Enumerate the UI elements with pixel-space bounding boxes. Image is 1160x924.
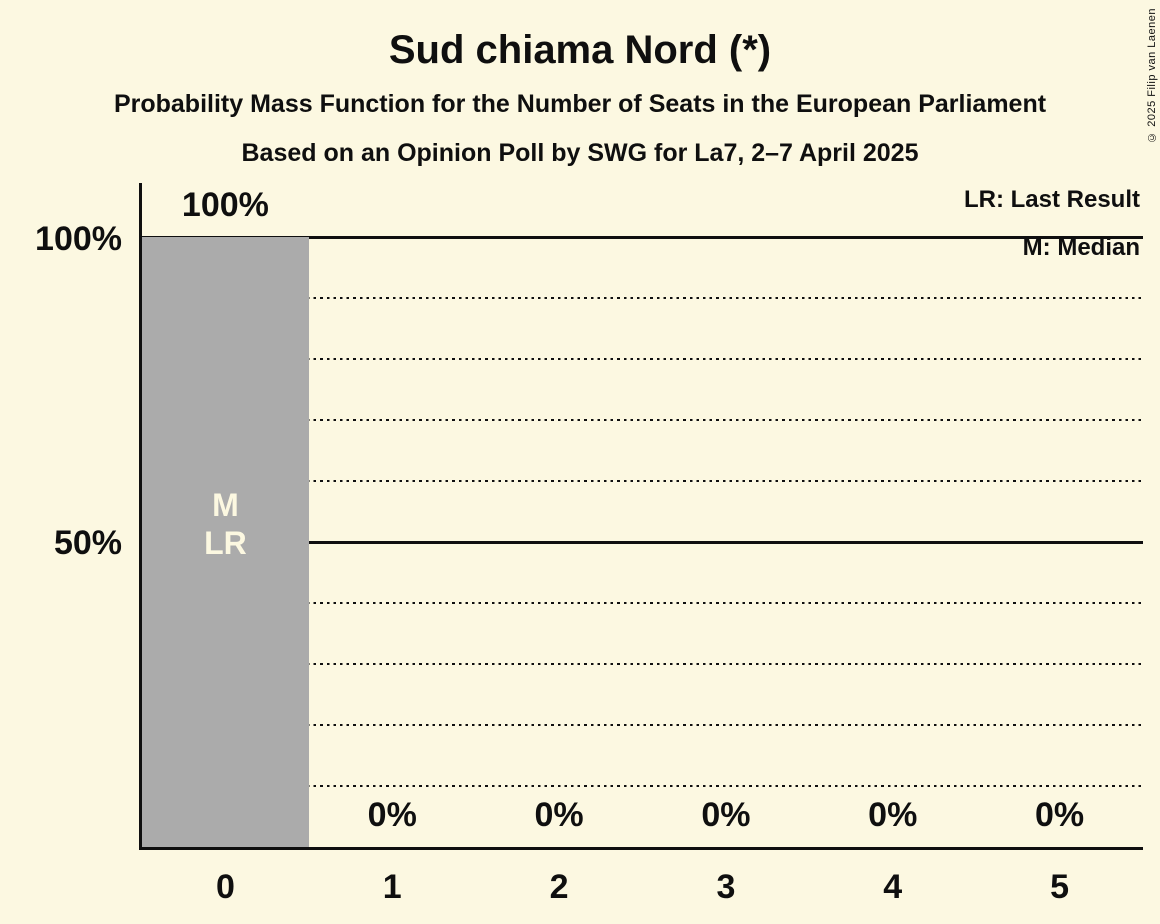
x-axis-tick-4: 4	[883, 868, 903, 906]
y-axis-tick-100: 100%	[35, 220, 122, 258]
bar-annotations: M LR	[142, 237, 309, 847]
gridline-dotted-40	[142, 601, 1143, 605]
value-label-seats-1: 0%	[367, 796, 417, 834]
bar-annotation-lr: LR	[204, 525, 247, 561]
bar-annotation-m: M	[212, 487, 239, 523]
x-axis-labels: 0 1 2 3 4 5	[142, 850, 1143, 910]
x-axis-tick-3: 3	[716, 868, 736, 906]
gridline-dotted-20	[142, 723, 1143, 727]
gridline-dotted-30	[142, 662, 1143, 666]
gridline-dotted-10	[142, 784, 1143, 788]
x-axis-tick-1: 1	[382, 868, 402, 906]
legend-last-result: LR: Last Result	[963, 186, 1140, 213]
chart-title: Sud chiama Nord (*)	[388, 28, 772, 72]
gridline-dotted-70	[142, 418, 1143, 422]
value-label-seats-0: 100%	[181, 186, 269, 224]
bar-seats-0: M LR	[142, 237, 309, 847]
value-label-seats-5: 0%	[1035, 796, 1085, 834]
y-axis-tick-50: 50%	[53, 524, 122, 562]
x-axis-tick-5: 5	[1050, 868, 1070, 906]
gridline-dotted-60	[142, 479, 1143, 483]
plot-area: M LR 100% 0% 0% 0% 0% 0%	[139, 183, 1143, 850]
gridline-solid-100	[142, 235, 1143, 239]
value-label-seats-3: 0%	[701, 796, 751, 834]
gridline-dotted-90	[142, 296, 1143, 300]
chart-subtitle: Probability Mass Function for the Number…	[113, 90, 1047, 118]
chart-source-line: Based on an Opinion Poll by SWG for La7,…	[241, 139, 919, 167]
value-label-seats-2: 0%	[534, 796, 584, 834]
value-label-seats-4: 0%	[868, 796, 918, 834]
x-axis-tick-2: 2	[549, 868, 569, 906]
legend-median: M: Median	[1022, 234, 1140, 261]
gridline-dotted-80	[142, 357, 1143, 361]
gridline-solid-50	[142, 540, 1143, 544]
x-axis-tick-0: 0	[215, 868, 235, 906]
